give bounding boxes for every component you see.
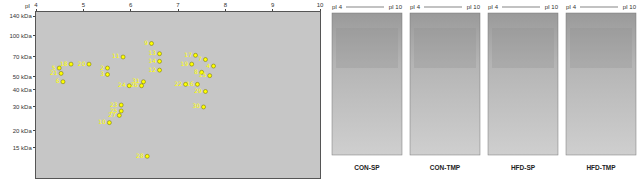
svg-text:10: 10 — [317, 2, 324, 8]
svg-text:CON-SP: CON-SP — [354, 164, 380, 171]
svg-text:27: 27 — [108, 111, 116, 118]
svg-text:4: 4 — [34, 2, 38, 8]
svg-text:pI: pI — [25, 3, 30, 9]
svg-text:28: 28 — [136, 152, 144, 159]
svg-text:pI 10: pI 10 — [623, 4, 637, 10]
svg-text:pI 10: pI 10 — [545, 4, 559, 10]
svg-text:4: 4 — [206, 62, 210, 69]
svg-text:30: 30 — [192, 102, 200, 109]
svg-text:11: 11 — [112, 52, 120, 59]
svg-text:21: 21 — [50, 69, 58, 76]
svg-text:25: 25 — [110, 107, 118, 114]
svg-text:16: 16 — [186, 80, 194, 87]
svg-text:50 kDa: 50 kDa — [13, 74, 33, 80]
svg-text:pI 10: pI 10 — [467, 4, 481, 10]
svg-text:5: 5 — [52, 64, 56, 71]
svg-text:pI 4: pI 4 — [488, 4, 499, 10]
svg-text:18: 18 — [60, 60, 68, 67]
svg-text:70 kDa: 70 kDa — [13, 54, 33, 60]
svg-text:15 kDa: 15 kDa — [13, 145, 33, 151]
svg-text:5: 5 — [82, 2, 86, 8]
svg-text:pI 4: pI 4 — [332, 4, 343, 10]
svg-text:20 kDa: 20 kDa — [13, 128, 33, 134]
svg-text:HFD-SP: HFD-SP — [511, 164, 536, 171]
svg-text:12: 12 — [148, 66, 156, 73]
svg-text:100 kDa: 100 kDa — [9, 33, 32, 39]
svg-text:9: 9 — [271, 2, 275, 8]
svg-text:10: 10 — [98, 118, 106, 125]
svg-text:140 kDa: 140 kDa — [9, 13, 32, 19]
svg-text:7: 7 — [176, 2, 180, 8]
svg-text:6: 6 — [56, 77, 60, 84]
svg-text:22: 22 — [174, 80, 182, 87]
svg-text:40 kDa: 40 kDa — [13, 87, 33, 93]
svg-text:CON-TMP: CON-TMP — [430, 164, 461, 171]
svg-text:19: 19 — [181, 60, 189, 67]
svg-text:23: 23 — [110, 101, 118, 108]
svg-text:30 kDa: 30 kDa — [13, 104, 33, 110]
svg-text:20: 20 — [78, 60, 86, 67]
svg-text:7: 7 — [198, 55, 202, 62]
svg-text:17: 17 — [184, 51, 192, 58]
svg-text:3: 3 — [100, 70, 104, 77]
svg-text:26: 26 — [130, 81, 138, 88]
svg-text:8: 8 — [224, 2, 228, 8]
svg-text:2: 2 — [100, 64, 104, 71]
svg-text:13: 13 — [148, 49, 156, 56]
svg-text:pI 4: pI 4 — [566, 4, 577, 10]
svg-text:14: 14 — [148, 57, 156, 64]
svg-text:15: 15 — [199, 71, 207, 78]
svg-text:pI 10: pI 10 — [389, 4, 403, 10]
svg-text:pI 4: pI 4 — [410, 4, 421, 10]
svg-text:29: 29 — [194, 87, 202, 94]
svg-text:31: 31 — [132, 77, 140, 84]
svg-text:9: 9 — [144, 39, 148, 46]
svg-text:HFD-TMP: HFD-TMP — [586, 164, 616, 171]
svg-text:8: 8 — [194, 68, 198, 75]
svg-text:6: 6 — [129, 2, 133, 8]
svg-text:24: 24 — [118, 81, 126, 88]
